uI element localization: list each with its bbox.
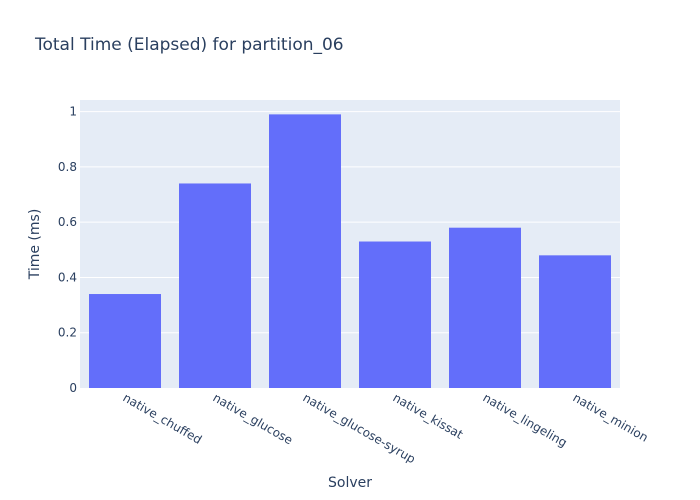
bar-native_kissat [359,241,431,388]
bar-native_minion [539,255,611,388]
chart-title: Total Time (Elapsed) for partition_06 [34,35,344,55]
gridlines [80,111,620,334]
y-tick-label: 0.8 [58,160,77,174]
bars [89,114,611,388]
y-tick-label: 0.6 [58,215,77,229]
y-tick-label: 0.4 [58,270,77,284]
bar-native_glucose-syrup [269,114,341,388]
y-tick-label: 1 [69,105,77,119]
y-axis-title: Time (ms) [27,209,43,281]
y-tick-label: 0.2 [58,326,77,340]
plot-area [80,100,620,388]
x-axis-title: Solver [328,475,372,491]
bar-native_glucose [179,183,251,388]
y-axis-ticks: 0 0.2 0.4 0.6 0.8 1 [58,105,77,395]
y-tick-label: 0 [69,381,77,395]
bar-native_chuffed [89,294,161,388]
bar-native_lingeling [449,227,521,388]
